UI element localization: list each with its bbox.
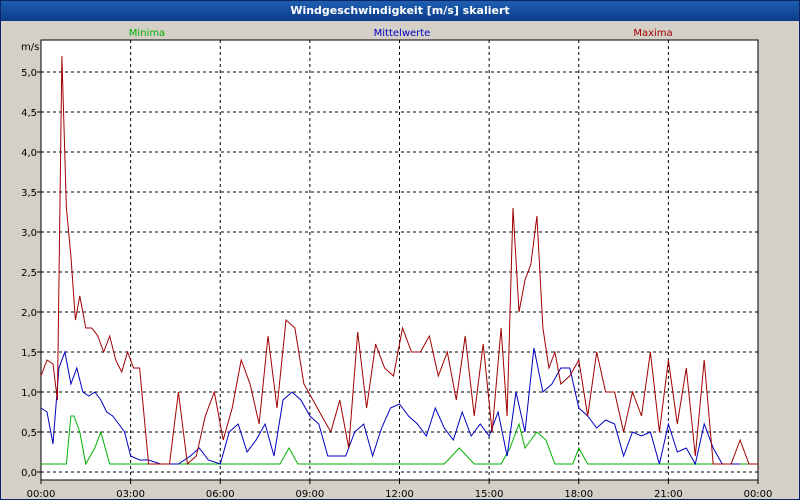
y-tick-label: 2,5 (21, 268, 37, 279)
x-tick-time: 00:00 (27, 489, 56, 499)
y-axis-label: m/s (21, 42, 39, 53)
series-line-maxima (40, 55, 758, 466)
x-axis-ticks: 00:0023.07.1303:0023.07.1306:0023.07.130… (27, 480, 773, 499)
legend-maxima: Maxima (633, 28, 672, 39)
x-tick-time: 06:00 (206, 489, 235, 499)
y-tick-label: 4,5 (21, 108, 37, 119)
y-tick-label: 0,5 (21, 428, 37, 439)
wind-speed-chart: 0,00,51,01,52,02,53,03,54,04,55,0 00:002… (21, 28, 773, 499)
x-tick-time: 21:00 (654, 489, 683, 499)
grid-lines (41, 40, 758, 480)
window-title: Windgeschwindigkeit [m/s] skaliert (1, 1, 799, 21)
y-tick-label: 5,0 (21, 68, 37, 79)
x-tick-time: 00:00 (744, 489, 773, 499)
y-tick-label: 4,0 (21, 148, 37, 159)
y-tick-label: 1,0 (21, 388, 37, 399)
y-tick-label: 3,5 (21, 188, 37, 199)
series-lines (40, 55, 758, 466)
x-tick-time: 09:00 (295, 489, 324, 499)
series-line-mittelwerte (40, 347, 741, 466)
legend-minima: Minima (129, 28, 165, 39)
x-tick-time: 18:00 (564, 489, 593, 499)
y-tick-label: 2,0 (21, 308, 37, 319)
x-tick-time: 03:00 (116, 489, 145, 499)
y-axis-ticks: 0,0 0,5 1,0 1,5 2,0 2,5 3,0 3,5 4,0 4,5 5,0 (21, 68, 41, 479)
legend-mittelwerte: Mittelwerte (374, 28, 431, 39)
x-tick-time: 12:00 (385, 489, 414, 499)
series-line-minima (41, 415, 758, 466)
y-tick-label: 0,0 (21, 468, 37, 479)
y-tick-label: 1,5 (21, 348, 37, 359)
x-tick-time: 15:00 (475, 489, 504, 499)
y-tick-label: 3,0 (21, 228, 37, 239)
